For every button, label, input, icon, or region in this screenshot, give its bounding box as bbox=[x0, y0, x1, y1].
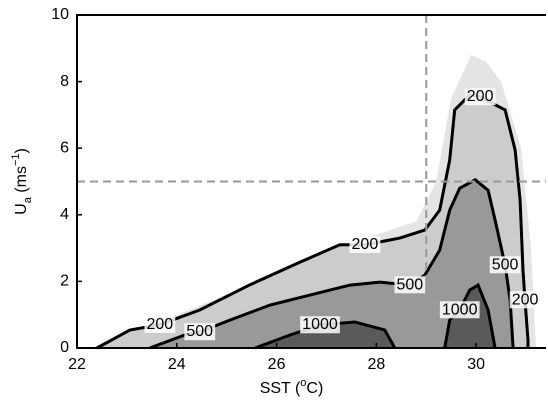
x-tick-label: 24 bbox=[168, 356, 186, 373]
contour-label: 500 bbox=[492, 256, 519, 273]
contour-fill bbox=[255, 322, 395, 348]
contour-label: 200 bbox=[146, 316, 173, 333]
y-axis-label-part: (ms bbox=[13, 166, 30, 197]
y-tick-label: 10 bbox=[51, 6, 69, 23]
x-tick-label: 26 bbox=[268, 356, 286, 373]
x-tick-label: 22 bbox=[68, 356, 86, 373]
contour-label-bg bbox=[464, 88, 496, 106]
contour-fill bbox=[149, 179, 514, 348]
contour-label: 500 bbox=[396, 276, 423, 293]
y-tick-label: 4 bbox=[60, 206, 69, 223]
contour-label: 200 bbox=[512, 291, 539, 308]
x-axis-label: SST (oC) bbox=[260, 377, 324, 397]
y-tick-label: 8 bbox=[60, 73, 69, 90]
x-axis-label-part: SST ( bbox=[260, 380, 301, 397]
contour-label: 200 bbox=[352, 236, 379, 253]
contour-label: 1000 bbox=[302, 316, 338, 333]
contour-line bbox=[96, 93, 530, 350]
y-tick-label: 2 bbox=[60, 273, 69, 290]
y-axis-label-part: ) bbox=[13, 148, 30, 153]
contour-label: 500 bbox=[186, 323, 213, 340]
y-tick-label: 6 bbox=[60, 139, 69, 156]
contour-label-bg bbox=[300, 316, 340, 334]
contour-label-bg bbox=[439, 301, 480, 319]
x-tick-label: 30 bbox=[467, 356, 485, 373]
contour-label-bg bbox=[509, 291, 541, 309]
y-axis-label-part: −1 bbox=[10, 153, 22, 166]
contour-label-bg bbox=[394, 276, 426, 294]
y-axis-label-part: a bbox=[22, 196, 34, 203]
x-axis-label-part: o bbox=[300, 377, 306, 389]
contour-line bbox=[443, 282, 497, 349]
x-tick-label: 28 bbox=[367, 356, 385, 373]
x-axis-label-part: C) bbox=[306, 380, 323, 397]
contour-label-bg bbox=[489, 256, 521, 274]
contour-label-bg bbox=[184, 323, 216, 341]
contour-label: 200 bbox=[467, 88, 494, 105]
contour-label: 1000 bbox=[442, 301, 478, 318]
contour-label-bg bbox=[349, 235, 381, 254]
axes-frame bbox=[76, 14, 546, 349]
y-axis-label: Ua (ms−1) bbox=[10, 148, 34, 215]
y-axis-label-part: U bbox=[13, 203, 30, 215]
contour-label-bg bbox=[144, 315, 176, 333]
contour-line bbox=[149, 178, 515, 350]
y-tick-label: 0 bbox=[60, 339, 69, 356]
